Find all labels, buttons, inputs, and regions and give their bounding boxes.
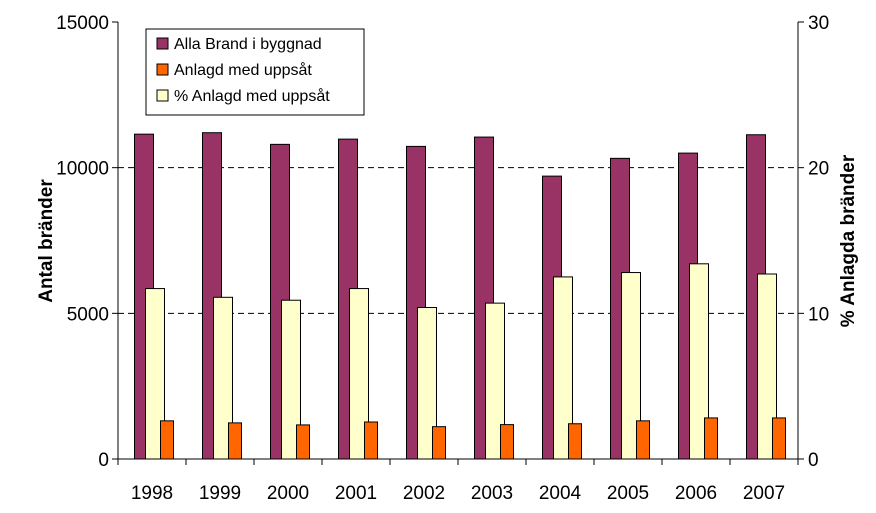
y-tick-labels: 0 5000 10000 15000 xyxy=(56,13,109,471)
bar-anlagd-2003 xyxy=(500,424,514,460)
y2-tick-label: 10 xyxy=(808,304,829,325)
x-tick-label: 1999 xyxy=(199,483,241,504)
y2-tick-label: 0 xyxy=(808,450,819,471)
x-tick-label: 2006 xyxy=(675,483,717,504)
legend-swatch xyxy=(156,63,169,76)
bar-anlagd-1999 xyxy=(228,422,242,460)
x-tick-labels: 1998 1999 2000 2001 2002 2003 2004 2005 2006 2007 xyxy=(131,483,785,504)
y2-tick-labels: 0 10 20 30 xyxy=(808,13,829,471)
bar-anlagd-2006 xyxy=(704,417,718,460)
bar-anlagd-1998 xyxy=(160,420,174,460)
legend-swatch xyxy=(156,37,169,50)
legend: Alla Brand i byggnad Anlagd med uppsåt % A… xyxy=(145,28,365,116)
x-tick-label: 2001 xyxy=(335,483,377,504)
y2-tick-label: 30 xyxy=(808,13,829,34)
y-tick-label: 10000 xyxy=(56,159,109,180)
bar-anlagd-2004 xyxy=(568,423,582,460)
x-tick-label: 2003 xyxy=(471,483,513,504)
y-axis-title: Antal bränder xyxy=(36,179,57,303)
legend-label: Alla Brand i byggnad xyxy=(174,36,322,53)
x-tick-label: 2007 xyxy=(743,483,785,504)
y-tick-label: 5000 xyxy=(67,304,109,325)
legend-label: Anlagd med uppsåt xyxy=(174,61,312,79)
bar-anlagd-2007 xyxy=(772,417,786,460)
y-tick-label: 15000 xyxy=(56,13,109,34)
bars xyxy=(134,132,786,460)
y2-axis-title: % Anlagda bränder xyxy=(838,154,859,327)
x-tick-label: 2004 xyxy=(539,483,582,504)
x-tick-label: 2000 xyxy=(267,483,309,504)
y-tick-label: 0 xyxy=(98,450,109,471)
legend-label: % Anlagd med uppsåt xyxy=(174,87,330,105)
legend-box xyxy=(145,28,365,116)
x-tick-label: 2002 xyxy=(403,483,445,504)
bar-anlagd-2005 xyxy=(636,420,650,460)
x-tick-label: 2005 xyxy=(607,483,649,504)
x-tick-label: 1998 xyxy=(131,483,173,504)
legend-swatch xyxy=(156,89,169,102)
bar-anlagd-2000 xyxy=(296,424,310,460)
axes xyxy=(112,21,804,465)
y2-tick-label: 20 xyxy=(808,159,829,180)
bar-anlagd-2001 xyxy=(364,421,378,460)
bar-anlagd-2002 xyxy=(432,426,446,460)
